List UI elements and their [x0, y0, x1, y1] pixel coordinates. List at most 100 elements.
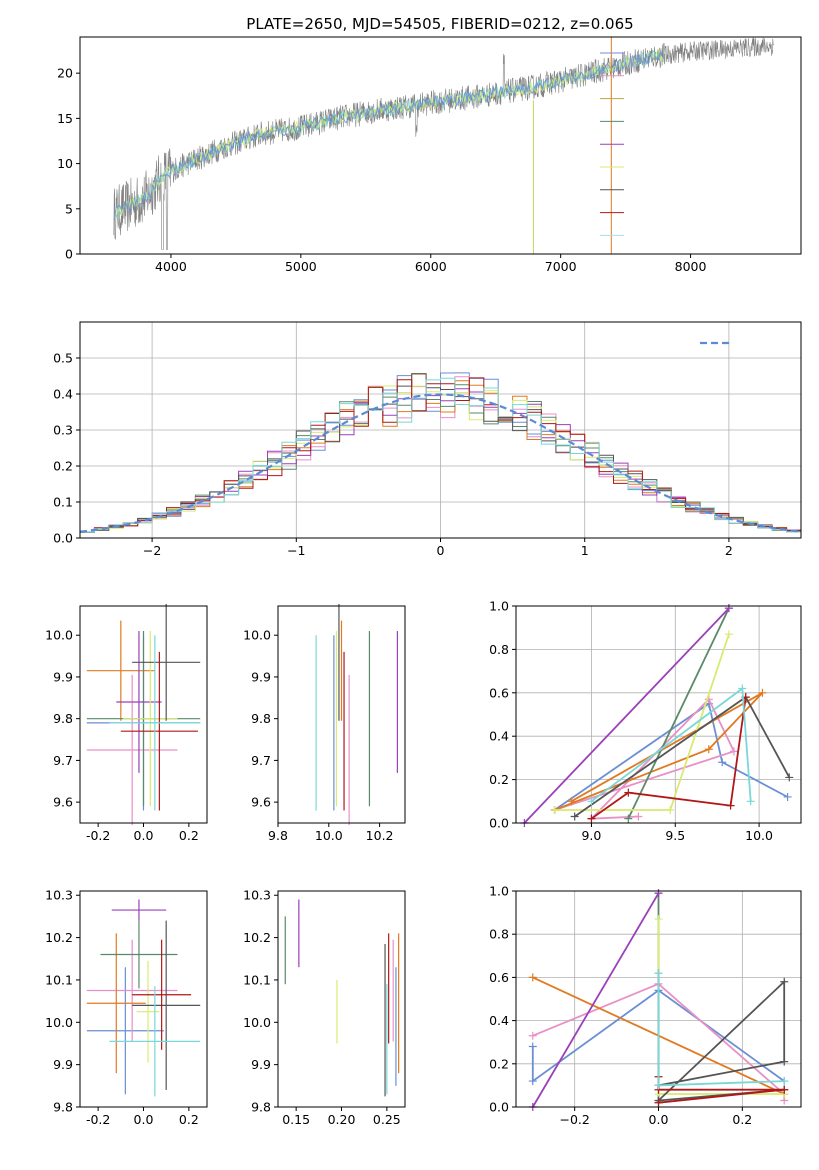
y-tick-label: 0.2 — [53, 459, 73, 474]
model-spectrum-line — [113, 49, 666, 220]
plus-marker — [654, 915, 663, 924]
x-tick-label: 4000 — [155, 259, 187, 274]
plus-marker — [550, 805, 559, 814]
plus-marker — [666, 805, 675, 814]
age-vs-mass-panel: 9.8 10.0 10.2 9.6 9.7 9.8 9.9 10.0 — [243, 603, 406, 843]
x-tick-label: 9.0 — [581, 828, 601, 843]
y-tick-label: 0.2 — [489, 1056, 509, 1071]
y-tick-label: 20 — [57, 66, 73, 81]
plus-marker — [567, 797, 576, 806]
plot-frame — [277, 605, 406, 824]
x-tick-label: 0.2 — [179, 1112, 199, 1127]
mass-weight-series-line — [532, 892, 660, 1108]
y-tick-label: 9.7 — [53, 753, 73, 768]
x-tick-label: 10.0 — [315, 828, 343, 843]
y-tick-label: 10.0 — [243, 628, 271, 643]
plus-marker — [634, 812, 643, 821]
plot-frame — [79, 36, 802, 255]
plus-marker — [528, 1077, 537, 1086]
x-tick-label: 9.8 — [268, 828, 288, 843]
x-tick-label: 1 — [581, 543, 589, 558]
x-tick-label: 5000 — [285, 259, 317, 274]
y-tick-label: 0.0 — [489, 1100, 509, 1115]
x-tick-label: 8000 — [675, 259, 707, 274]
residual-histogram-panel: −2 −1 0 1 2 0.0 0.1 0.2 0.3 0.4 0.5 — [53, 321, 802, 558]
mass-weight-series-line — [523, 607, 730, 824]
plot-frame — [79, 890, 208, 1108]
plus-marker — [654, 1081, 663, 1090]
x-tick-label: 0.2 — [179, 828, 199, 843]
model-spectrum-line — [113, 48, 666, 220]
plus-marker — [783, 792, 792, 801]
y-tick-label: 15 — [57, 111, 73, 126]
x-tick-label: 0.15 — [282, 1112, 310, 1127]
plus-marker — [654, 1098, 663, 1107]
x-tick-label: 10.0 — [745, 828, 773, 843]
y-tick-label: 0.4 — [53, 387, 73, 402]
x-tick-label: −2 — [143, 543, 161, 558]
plus-marker — [780, 1077, 789, 1086]
x-tick-label: 0.0 — [134, 828, 154, 843]
y-tick-label: 9.6 — [53, 795, 73, 810]
figure-title: PLATE=2650, MJD=54505, FIBERID=0212, z=0… — [246, 15, 633, 33]
y-tick-label: 0 — [65, 247, 73, 262]
plot-frame — [277, 890, 406, 1108]
y-tick-label: 0.4 — [489, 729, 509, 744]
mass-weight-series-line — [554, 702, 789, 811]
plus-marker — [570, 812, 579, 821]
mass-weight-series-line — [627, 607, 730, 820]
y-tick-label: 9.9 — [53, 1057, 73, 1072]
y-tick-label: 0.8 — [489, 642, 509, 657]
x-tick-label: 0.0 — [134, 1112, 154, 1127]
mass-weight-series-line — [590, 696, 747, 820]
y-tick-label: 0.0 — [53, 531, 73, 546]
massweight-vs-age-panel: 9.0 9.5 10.0 0.0 0.2 0.4 0.6 0.8 1.0 — [489, 599, 802, 843]
plus-marker — [746, 797, 755, 806]
mass-weight-series-line — [531, 989, 785, 1083]
y-tick-label: 0.8 — [489, 927, 509, 942]
y-tick-label: 0.6 — [489, 685, 509, 700]
plus-marker — [587, 814, 596, 823]
x-tick-label: 10.2 — [366, 828, 394, 843]
y-tick-label: 0.6 — [489, 970, 509, 985]
plus-marker — [528, 1042, 537, 1051]
x-tick-label: −1 — [287, 543, 305, 558]
y-tick-label: 9.6 — [251, 795, 271, 810]
y-tick-label: 0.5 — [53, 351, 73, 366]
plus-marker — [654, 889, 663, 898]
x-tick-label: 0.2 — [732, 1112, 752, 1127]
plus-marker — [780, 1057, 789, 1066]
plus-marker — [724, 630, 733, 639]
x-tick-label: 0.0 — [649, 1112, 669, 1127]
observed-spectrum-line — [113, 37, 774, 250]
y-tick-label: 1.0 — [489, 599, 509, 614]
plus-marker — [624, 814, 633, 823]
y-tick-label: 5 — [65, 201, 73, 216]
y-tick-label: 0.1 — [53, 495, 73, 510]
plus-marker — [528, 973, 537, 982]
x-tick-label: -0.2 — [86, 1112, 110, 1127]
y-tick-label: 0.2 — [489, 772, 509, 787]
x-tick-label: 7000 — [545, 259, 577, 274]
plus-marker — [785, 773, 794, 782]
y-tick-label: 10.0 — [45, 1015, 73, 1030]
y-tick-label: 10.2 — [45, 930, 73, 945]
x-tick-label: 9.5 — [665, 828, 685, 843]
x-tick-label: 2 — [725, 543, 733, 558]
plus-marker — [718, 758, 727, 767]
x-tick-label: 6000 — [415, 259, 447, 274]
y-tick-label: 9.8 — [53, 1100, 73, 1115]
plus-marker — [624, 788, 633, 797]
y-tick-label: 9.8 — [53, 711, 73, 726]
residual-histogram-step — [80, 373, 801, 533]
y-tick-label: 9.9 — [251, 669, 271, 684]
y-tick-label: 1.0 — [489, 884, 509, 899]
residual-histogram-step — [80, 373, 801, 533]
y-tick-label: 9.9 — [251, 1057, 271, 1072]
y-tick-label: 0.3 — [53, 423, 73, 438]
mass-weight-series-line — [554, 692, 764, 811]
age-vs-metallicity-panel: -0.2 0.0 0.2 9.6 9.7 9.8 9.9 10.0 — [45, 603, 208, 843]
x-tick-label: -0.2 — [86, 828, 110, 843]
plus-marker — [780, 977, 789, 986]
